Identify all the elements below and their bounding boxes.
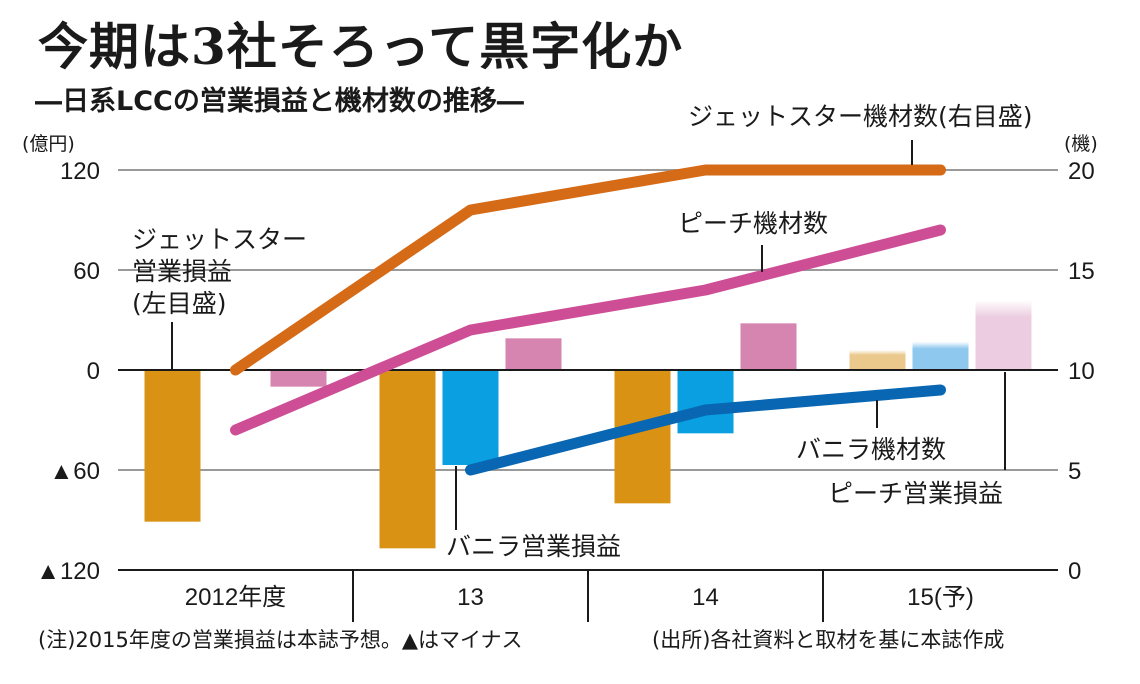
annotation-jetstar-profit: (左目盛) xyxy=(132,289,227,318)
bar xyxy=(505,338,562,370)
right-tick-label: 15 xyxy=(1068,258,1095,285)
left-tick-label: 120 xyxy=(60,158,100,185)
annotation-jetstar-fleet: ジェットスター機材数(右目盛) xyxy=(688,102,1033,131)
bar xyxy=(442,370,499,465)
right-tick-label: 10 xyxy=(1068,358,1095,385)
bars xyxy=(144,300,1032,549)
chart-title: 今期は3社そろって黒字化か xyxy=(38,17,684,76)
annotation-vanilla-profit: バニラ営業損益 xyxy=(446,532,621,561)
category-label: 13 xyxy=(457,584,484,611)
bar xyxy=(379,370,436,549)
line-series xyxy=(230,164,946,376)
axes xyxy=(118,369,1058,622)
footnote: (注)2015年度の営業損益は本誌予想。▲はマイナス xyxy=(38,628,523,652)
annotation-vanilla-fleet: バニラ機材数 xyxy=(796,435,946,464)
bar xyxy=(677,370,734,434)
bar xyxy=(740,323,797,370)
labels: 120 60 0 ▲60 ▲120 20 15 10 5 0 (億円) (機) 2012年度 13 14 15… xyxy=(22,102,1098,611)
annotation-peach-profit: ピーチ営業損益 xyxy=(828,479,1003,508)
left-tick-label: ▲120 xyxy=(36,558,100,585)
right-tick-label: 20 xyxy=(1068,158,1095,185)
annotation-jetstar-profit: ジェットスター xyxy=(132,225,307,254)
right-axis-unit: (機) xyxy=(1064,133,1098,155)
bar xyxy=(144,370,201,522)
bar xyxy=(912,341,969,370)
left-tick-label: 60 xyxy=(73,258,100,285)
chart-subtitle: ―日系LCCの営業損益と機材数の推移― xyxy=(35,86,524,117)
bar xyxy=(975,300,1032,370)
lines xyxy=(230,164,946,476)
right-tick-label: 0 xyxy=(1068,558,1081,585)
line-series xyxy=(465,384,946,476)
category-label: 14 xyxy=(692,584,719,611)
left-tick-label: 0 xyxy=(87,358,100,385)
line-series xyxy=(230,224,946,436)
annotation-peach-fleet: ピーチ機材数 xyxy=(678,209,828,238)
bar xyxy=(849,350,906,370)
left-axis-unit: (億円) xyxy=(22,133,75,155)
bar xyxy=(614,370,671,504)
left-tick-label: ▲60 xyxy=(50,458,100,485)
category-label: 15(予) xyxy=(907,584,974,611)
right-tick-label: 5 xyxy=(1068,458,1081,485)
annotation-jetstar-profit: 営業損益 xyxy=(132,257,232,286)
bar xyxy=(270,370,327,387)
category-label: 2012年度 xyxy=(185,584,286,611)
source-note: (出所)各社資料と取材を基に本誌作成 xyxy=(652,628,1005,652)
